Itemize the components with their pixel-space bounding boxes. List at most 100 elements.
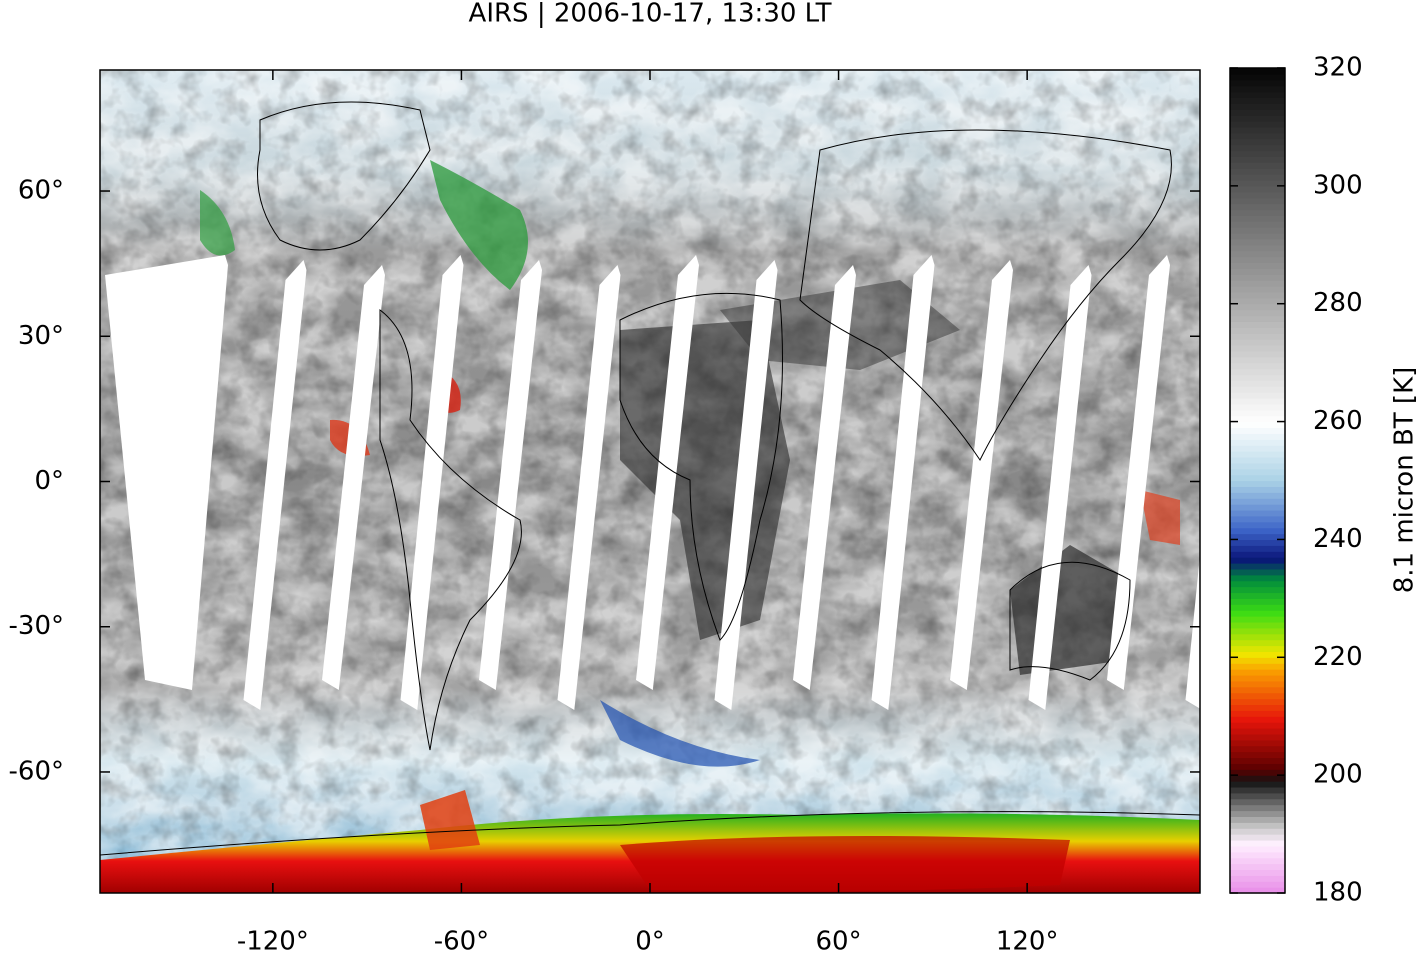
colorbar-step: [1230, 881, 1285, 888]
colorbar-step: [1230, 728, 1285, 735]
colorbar-step: [1230, 828, 1285, 835]
colorbar-step: [1230, 786, 1285, 794]
colorbar-step: [1230, 297, 1285, 305]
colorbar-tick-label: 320: [1313, 53, 1363, 83]
colorbar-step: [1230, 663, 1285, 670]
colorbar-step: [1230, 822, 1285, 829]
colorbar-step: [1230, 792, 1285, 800]
colorbar-step: [1230, 179, 1285, 187]
swath-gap: [871, 255, 935, 710]
colorbar-step: [1230, 710, 1285, 717]
colorbar-step: [1230, 733, 1285, 741]
colorbar-step: [1230, 68, 1285, 75]
storm-pacific: [200, 190, 235, 256]
colorbar-step: [1230, 168, 1285, 175]
colorbar-step: [1230, 851, 1285, 859]
swath-gap: [714, 260, 778, 710]
swath-gap: [793, 265, 856, 690]
colorbar: [1230, 68, 1285, 894]
colorbar-step: [1230, 616, 1285, 623]
y-tick-label: -60°: [9, 756, 64, 786]
colorbar-step: [1230, 639, 1285, 647]
colorbar-step: [1230, 751, 1285, 759]
colorbar-step: [1230, 162, 1285, 169]
x-tick-label: -120°: [237, 927, 309, 957]
colorbar-tick-label: 200: [1313, 760, 1363, 790]
colorbar-step: [1230, 398, 1285, 405]
colorbar-step: [1230, 586, 1285, 594]
colorbar-step: [1230, 704, 1285, 711]
colorbar-step: [1230, 409, 1285, 417]
colorbar-step: [1230, 144, 1285, 152]
colorbar-step: [1230, 339, 1285, 346]
colorbar-step: [1230, 185, 1285, 193]
colorbar-step: [1230, 203, 1285, 211]
colorbar-step: [1230, 763, 1285, 770]
colorbar-step: [1230, 209, 1285, 216]
colorbar-step: [1230, 309, 1285, 317]
colorbar-step: [1230, 197, 1285, 205]
colorbar-step: [1230, 563, 1285, 570]
swath-gap: [950, 260, 1013, 690]
swath-gap: [322, 265, 385, 690]
colorbar-step: [1230, 887, 1285, 894]
colorbar-step: [1230, 539, 1285, 546]
colorbar-step: [1230, 462, 1285, 470]
colorbar-step: [1230, 468, 1285, 476]
colorbar-step: [1230, 268, 1285, 275]
colorbar-step: [1230, 816, 1285, 823]
y-tick-label: 30°: [18, 321, 64, 351]
colorbar-step: [1230, 115, 1285, 122]
colorbar-step: [1230, 769, 1285, 776]
swath-gap: [479, 260, 542, 690]
colorbar-step: [1230, 280, 1285, 287]
colorbar-step: [1230, 674, 1285, 682]
storm-south-atlantic: [600, 700, 760, 767]
colorbar-label: 8.1 micron BT [K]: [1390, 367, 1420, 594]
colorbar-step: [1230, 480, 1285, 487]
colorbar-step: [1230, 651, 1285, 658]
chart-title: AIRS | 2006-10-17, 13:30 LT: [469, 0, 832, 29]
colorbar-step: [1230, 386, 1285, 393]
colorbar-step: [1230, 215, 1285, 222]
y-tick-label: 60°: [18, 176, 64, 206]
colorbar-step: [1230, 79, 1285, 87]
colorbar-step: [1230, 621, 1285, 629]
colorbar-step: [1230, 250, 1285, 258]
colorbar-step: [1230, 845, 1285, 853]
colorbar-step: [1230, 716, 1285, 723]
colorbar-step: [1230, 509, 1285, 517]
coastlines: [100, 101, 1200, 856]
colorbar-tick-label: 240: [1313, 524, 1363, 554]
colorbar-step: [1230, 592, 1285, 599]
storm-warm-pool: [1140, 490, 1180, 545]
colorbar-step: [1230, 533, 1285, 541]
colorbar-step: [1230, 574, 1285, 582]
colorbar-step: [1230, 73, 1285, 81]
colorbar-step: [1230, 350, 1285, 358]
y-tick-label: -30°: [9, 611, 64, 641]
swath-gap: [636, 255, 699, 690]
colorbar-step: [1230, 456, 1285, 464]
colorbar-step: [1230, 380, 1285, 387]
colorbar-step: [1230, 374, 1285, 381]
colorbar-step: [1230, 403, 1285, 411]
colorbar-step: [1230, 839, 1285, 847]
storm-greenland: [430, 160, 528, 290]
colorbar-tick-label: 180: [1313, 878, 1363, 908]
colorbar-step: [1230, 368, 1285, 376]
colorbar-step: [1230, 474, 1285, 482]
colorbar-step: [1230, 356, 1285, 364]
swath-gap: [557, 265, 621, 710]
colorbar-step: [1230, 775, 1285, 782]
colorbar-step: [1230, 109, 1285, 116]
colorbar-step: [1230, 132, 1285, 140]
colorbar-tick-label: 220: [1313, 642, 1363, 672]
colorbar-step: [1230, 174, 1285, 181]
x-tick-label: 0°: [635, 927, 665, 957]
colorbar-step: [1230, 427, 1285, 434]
colorbar-step: [1230, 138, 1285, 146]
colorbar-step: [1230, 85, 1285, 93]
colorbar-step: [1230, 439, 1285, 446]
